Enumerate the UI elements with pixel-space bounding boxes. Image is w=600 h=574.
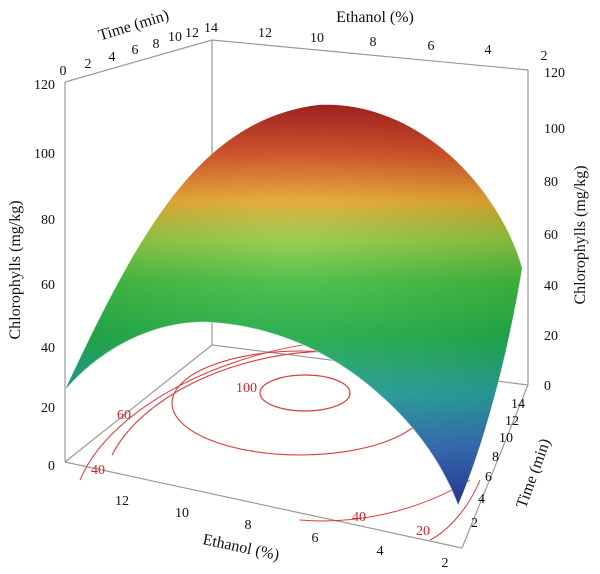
ethanol-tick-back-12: 12 <box>258 26 272 41</box>
frame-floor-right <box>461 384 529 549</box>
time-axis-title-back: Time (min) <box>96 7 171 45</box>
surface-front-edge <box>64 321 459 506</box>
ethanol-tick-front-6: 6 <box>312 531 319 546</box>
z-tick-left-40: 40 <box>41 341 55 356</box>
frame-top-back <box>211 39 529 71</box>
z-tick-left-60: 60 <box>41 278 55 293</box>
ethanol-axis-front: 12 10 8 6 4 2 Ethanol (%) <box>115 494 449 571</box>
z-tick-right-60: 60 <box>544 228 558 243</box>
ethanol-axis-title-front: Ethanol (%) <box>201 531 281 564</box>
ethanol-tick-front-8: 8 <box>245 518 252 533</box>
z-tick-right-40: 40 <box>544 279 558 294</box>
ethanol-tick-front-2: 2 <box>442 556 449 571</box>
response-surface <box>64 104 522 506</box>
ethanol-tick-back-10: 10 <box>310 31 324 46</box>
frame-floor-left <box>64 344 213 463</box>
contour-line-20 <box>429 479 481 541</box>
contour-line-40b <box>299 479 471 522</box>
time-tick-back-8: 8 <box>153 37 160 52</box>
z-tick-left-100: 100 <box>34 147 55 162</box>
z-tick-left-20: 20 <box>41 401 55 416</box>
z-tick-right-0: 0 <box>544 379 551 394</box>
z-axis-title-right: Chlorophylls (mg/kg) <box>572 165 589 304</box>
z-tick-left-120: 120 <box>34 78 55 93</box>
time-axis-back: Time (min) 0 2 4 6 8 10 12 14 <box>60 7 219 79</box>
time-tick-back-6: 6 <box>132 43 139 58</box>
contour-line-100 <box>259 374 351 412</box>
z-axis-right: 120 100 80 60 40 20 0 Chlorophylls (mg/k… <box>544 66 589 394</box>
time-tick-right-4: 4 <box>478 492 485 507</box>
z-tick-left-80: 80 <box>41 213 55 228</box>
contour-label-40-left: 40 <box>91 463 105 478</box>
time-tick-right-12: 12 <box>505 414 519 429</box>
ethanol-tick-back-4: 4 <box>485 43 492 58</box>
contour-label-20: 20 <box>416 524 430 539</box>
ethanol-tick-front-4: 4 <box>377 544 384 559</box>
ethanol-tick-back-2: 2 <box>541 49 548 64</box>
time-tick-right-6: 6 <box>485 470 492 485</box>
z-tick-right-20: 20 <box>544 329 558 344</box>
time-tick-back-10: 10 <box>168 30 182 45</box>
ethanol-tick-back-6: 6 <box>428 39 435 54</box>
z-tick-left-0: 0 <box>48 459 55 474</box>
z-tick-right-100: 100 <box>544 122 565 137</box>
time-tick-back-14: 14 <box>204 21 218 36</box>
time-tick-back-4: 4 <box>109 50 116 65</box>
frame-floor-front <box>64 461 463 549</box>
time-tick-back-0: 0 <box>60 64 67 79</box>
contour-label-40-right: 40 <box>352 510 366 525</box>
z-tick-right-80: 80 <box>544 175 558 190</box>
z-tick-right-120: 120 <box>544 66 565 81</box>
z-axis-left: 120 100 80 60 40 20 0 Chlorophylls (mg/k… <box>7 78 55 474</box>
contour-label-60: 60 <box>117 408 131 423</box>
surface-shading <box>65 104 522 506</box>
frame-top-left <box>64 39 213 83</box>
time-tick-right-14: 14 <box>511 397 525 412</box>
time-axis-title-right: Time (min) <box>513 436 554 510</box>
time-tick-right-8: 8 <box>492 450 499 465</box>
ethanol-tick-front-10: 10 <box>175 506 189 521</box>
time-tick-back-12: 12 <box>185 26 199 41</box>
ethanol-tick-front-12: 12 <box>115 494 129 509</box>
time-tick-right-2: 2 <box>471 516 478 531</box>
contour-label-100: 100 <box>236 381 257 396</box>
time-tick-right-10: 10 <box>499 431 513 446</box>
ethanol-axis-title-back: Ethanol (%) <box>336 9 414 26</box>
ethanol-tick-back-8: 8 <box>370 35 377 50</box>
time-tick-back-2: 2 <box>85 57 92 72</box>
ethanol-axis-back: Ethanol (%) 12 10 8 6 4 2 <box>258 9 548 64</box>
z-axis-title-left: Chlorophylls (mg/kg) <box>7 200 24 339</box>
